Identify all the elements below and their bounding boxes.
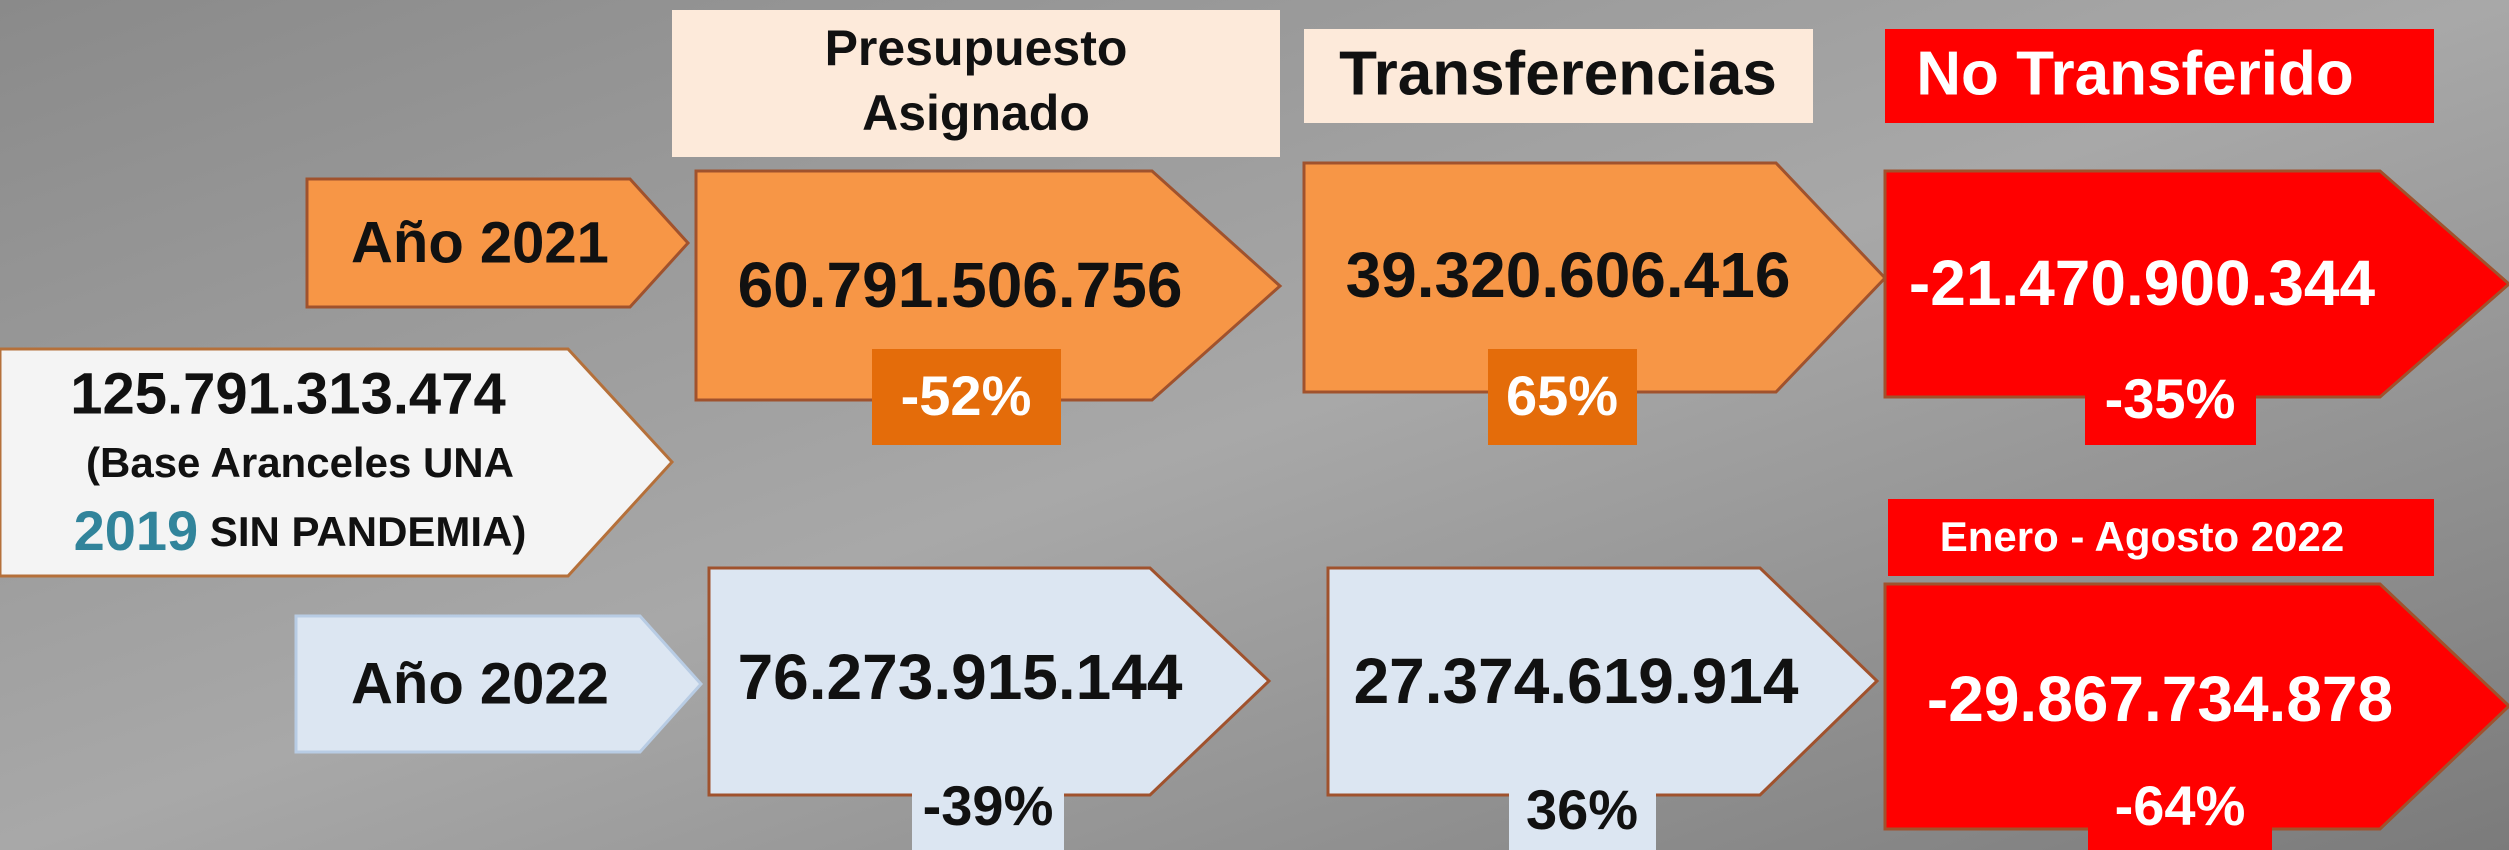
year-label: Año 2021 xyxy=(351,210,609,275)
amount-arrow xyxy=(1302,161,1888,394)
amount: 39.320.606.416 xyxy=(1346,239,1791,311)
amount: -21.470.900.344 xyxy=(1909,247,2376,319)
header-box xyxy=(1885,29,2434,123)
note-box xyxy=(1888,499,2434,576)
percent-box xyxy=(872,349,1061,445)
note: Enero - Agosto 2022 xyxy=(1940,513,2345,560)
base-year: 2019 xyxy=(74,499,199,562)
header-text: Transferencias xyxy=(1339,39,1777,108)
amount-arrow xyxy=(1883,169,2509,399)
year-label: Año 2022 xyxy=(351,651,609,716)
header-text: Asignado xyxy=(862,85,1090,141)
percent: -39% xyxy=(923,774,1054,837)
amount-arrow xyxy=(707,566,1272,797)
base-amount: 125.791.313.474 xyxy=(70,361,505,426)
base-line: 2019 SIN PANDEMIA) xyxy=(74,499,527,562)
percent: -35% xyxy=(2105,367,2236,430)
percent-box xyxy=(2085,360,2256,445)
percent: -64% xyxy=(2115,774,2246,837)
percent-box xyxy=(2088,784,2272,850)
percent: -52% xyxy=(901,364,1032,427)
amount-arrow xyxy=(1326,566,1880,797)
percent-box xyxy=(912,776,1064,850)
percent-box xyxy=(1509,776,1656,850)
percent: 65% xyxy=(1506,364,1618,427)
amount-arrow xyxy=(694,169,1283,402)
amount: -29.867.734.878 xyxy=(1927,663,2393,735)
amount-arrow xyxy=(1883,582,2509,831)
amount: 60.791.506.756 xyxy=(738,249,1183,321)
amount: 27.374.619.914 xyxy=(1354,645,1799,717)
base-arrow xyxy=(0,347,675,578)
year-arrow xyxy=(294,614,704,754)
amount: 76.273.915.144 xyxy=(738,641,1183,713)
header-box xyxy=(672,10,1280,157)
percent: 36% xyxy=(1526,778,1638,841)
base-line: (Base Aranceles UNA xyxy=(86,439,514,486)
header-text: Presupuesto xyxy=(825,20,1128,76)
header-text: No Transferido xyxy=(1916,39,2354,108)
header-box xyxy=(1304,29,1813,123)
year-arrow xyxy=(305,177,691,309)
percent-box xyxy=(1488,349,1637,445)
base-line: SIN PANDEMIA) xyxy=(210,508,527,555)
